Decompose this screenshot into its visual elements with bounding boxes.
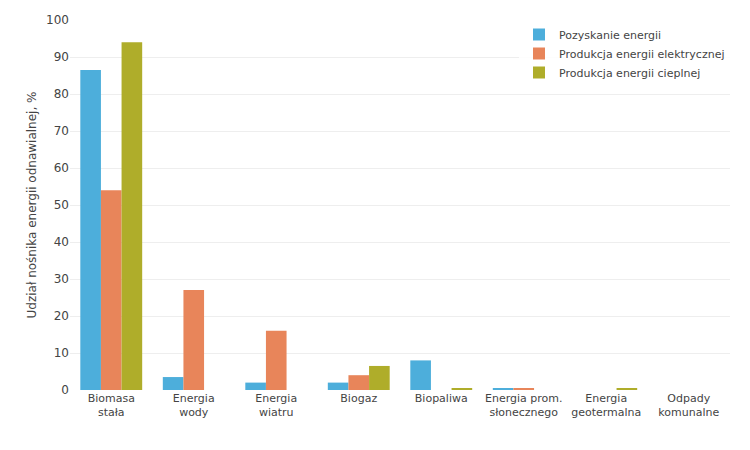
svg-text:Biogaz: Biogaz — [340, 392, 377, 405]
svg-text:Energiawody: Energiawody — [173, 392, 215, 419]
svg-text:50: 50 — [54, 198, 69, 212]
svg-text:Produkcja energii elektrycznej: Produkcja energii elektrycznej — [559, 48, 724, 61]
svg-text:Energiawiatru: Energiawiatru — [255, 392, 297, 419]
svg-text:0: 0 — [61, 383, 69, 397]
svg-text:20: 20 — [54, 309, 69, 323]
svg-text:80: 80 — [54, 87, 69, 101]
svg-text:100: 100 — [46, 13, 69, 27]
svg-text:Energiageotermalna: Energiageotermalna — [571, 392, 641, 419]
svg-text:Udział nośnika energii odnawia: Udział nośnika energii odnawialnej, % — [25, 92, 39, 319]
svg-text:Biopaliwa: Biopaliwa — [415, 392, 468, 405]
svg-text:30: 30 — [54, 272, 69, 286]
svg-text:10: 10 — [54, 346, 69, 360]
svg-text:Biomasastała: Biomasastała — [88, 392, 135, 419]
svg-text:90: 90 — [54, 50, 69, 64]
svg-text:Energia prom.słonecznego: Energia prom.słonecznego — [485, 392, 563, 419]
svg-text:Odpadykomunalne: Odpadykomunalne — [658, 392, 719, 419]
svg-text:Produkcja energii cieplnej: Produkcja energii cieplnej — [559, 67, 700, 80]
svg-text:40: 40 — [54, 235, 69, 249]
svg-text:70: 70 — [54, 124, 69, 138]
svg-text:60: 60 — [54, 161, 69, 175]
svg-text:Pozyskanie energii: Pozyskanie energii — [559, 29, 661, 42]
